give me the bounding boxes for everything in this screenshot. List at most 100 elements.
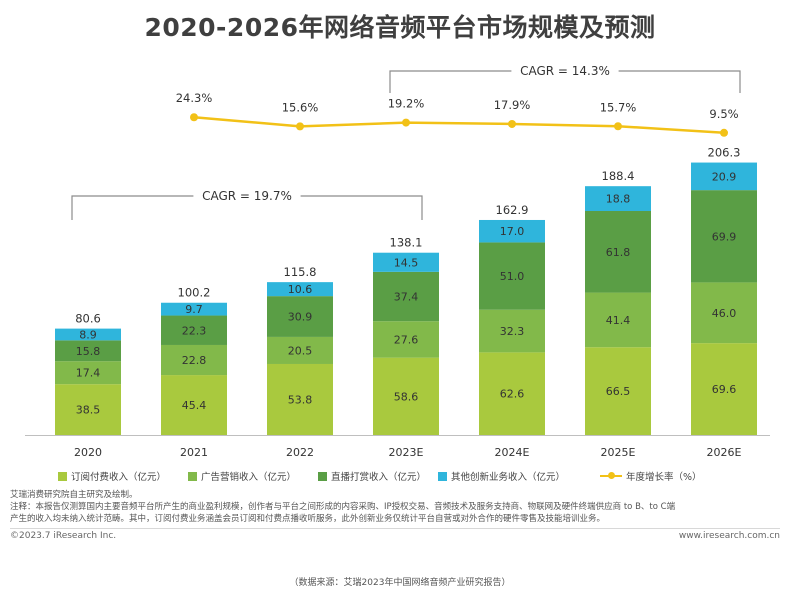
- bar-value-label: 58.6: [394, 390, 419, 403]
- cagr-label: CAGR = 14.3%: [520, 64, 610, 78]
- growth-rate-label: 17.9%: [494, 98, 531, 112]
- bar-value-label: 37.4: [394, 291, 419, 304]
- legend-item-livestream: 直播打赏收入（亿元）: [318, 468, 426, 484]
- legend-swatch-subscription: [58, 471, 67, 481]
- bar-segment-3: [585, 210, 651, 293]
- growth-rate-point: [190, 113, 198, 122]
- legend-item-subscription: 订阅付费收入（亿元）: [58, 468, 166, 484]
- x-tick-label: 2020: [74, 446, 102, 459]
- bar-value-label: 45.4: [182, 399, 207, 412]
- bar-value-label: 17.0: [500, 225, 525, 238]
- growth-rate-label: 9.5%: [709, 107, 738, 121]
- bar-segment-3: [373, 271, 439, 322]
- legend-item-growth-rate: 年度增长率（%）: [600, 468, 702, 484]
- growth-rate-point: [296, 122, 304, 131]
- bar-segment-3: [267, 296, 333, 337]
- bar-segment-4: [373, 252, 439, 272]
- growth-rate-label: 19.2%: [388, 97, 425, 111]
- bar-segment-1: [373, 357, 439, 435]
- bar-value-label: 61.8: [606, 246, 631, 259]
- bar-value-label: 32.3: [500, 325, 525, 338]
- bar-value-label: 38.5: [76, 404, 101, 417]
- bar-total-label: 162.9: [496, 203, 529, 217]
- legend-swatch-advertising: [188, 471, 197, 481]
- cagr-bracket-1: [71, 195, 423, 220]
- bar-segment-3: [161, 315, 227, 345]
- bar-segment-4: [267, 282, 333, 297]
- growth-rate-point: [614, 122, 622, 131]
- copyright: ©2023.7 iResearch Inc.: [10, 531, 117, 541]
- x-tick-label: 2022: [286, 446, 314, 459]
- x-tick-label: 2025E: [601, 446, 636, 459]
- growth-rate-label: 15.7%: [600, 100, 637, 114]
- stacked-bar-line-chart: 38.5 17.4 15.8 8.9 80.6 2020 45.4 22.8 22.3 9.7 10…: [25, 64, 770, 459]
- legend-label-livestream: 直播打赏收入（亿元）: [331, 472, 427, 483]
- bar-segment-2: [373, 321, 439, 358]
- bar-value-label: 9.7: [185, 303, 203, 316]
- bar-total-label: 206.3: [708, 146, 741, 160]
- bar-segment-4: [585, 186, 651, 211]
- chart-title: 2020-2026年网络音频平台市场规模及预测: [144, 13, 656, 42]
- bar-segment-2: [479, 309, 545, 353]
- notes: 艾瑞消费研究院自主研究及绘制。 注释：本报告仅测算国内主要音频平台所产生的商业盈…: [10, 489, 780, 525]
- legend-swatch-other: [438, 471, 447, 481]
- legend-label-growth-rate: 年度增长率（%）: [626, 472, 702, 483]
- growth-rate-label: 24.3%: [176, 91, 213, 105]
- bar-value-label: 62.6: [500, 388, 525, 401]
- bar-total-label: 100.2: [178, 286, 211, 300]
- growth-rate-point: [402, 118, 410, 127]
- bar-value-label: 30.9: [288, 311, 313, 324]
- website-link[interactable]: www.iresearch.com.cn: [678, 531, 780, 541]
- bar-segment-3: [691, 190, 757, 283]
- bar-value-label: 14.5: [394, 256, 419, 269]
- bar-total-label: 188.4: [602, 169, 635, 183]
- bar-segment-2: [691, 282, 757, 344]
- legend-label-other: 其他创新业务收入（亿元）: [451, 472, 566, 483]
- x-tick-label: 2024E: [495, 446, 530, 459]
- bar-value-label: 22.3: [182, 324, 207, 337]
- x-tick-label: 2023E: [389, 446, 424, 459]
- growth-rate-label: 15.6%: [282, 100, 319, 114]
- growth-rate-point: [508, 119, 516, 128]
- bar-segment-4: [691, 162, 757, 191]
- legend-item-advertising: 广告营销收入（亿元）: [188, 468, 296, 484]
- legend-label-subscription: 订阅付费收入（亿元）: [71, 472, 167, 483]
- growth-rate-point: [720, 128, 728, 137]
- bar-segment-1: [161, 375, 227, 435]
- note-line: 注释：本报告仅测算国内主要音频平台所产生的商业盈利规模，创作者与平台之间形成的内…: [10, 502, 676, 512]
- bar-total-label: 115.8: [284, 265, 317, 279]
- footer-divider: [10, 528, 780, 529]
- note-line: 产生的收入均未纳入统计范畴。其中，订阅付费业务涵盖会员订阅和付费点播收听服务，此…: [10, 514, 606, 524]
- bar-segment-1: [55, 384, 121, 435]
- cagr-bracket-2: [389, 70, 741, 93]
- x-tick-label: 2021: [180, 446, 208, 459]
- bar-value-label: 8.9: [79, 328, 97, 341]
- bar-segment-4: [55, 328, 121, 341]
- bar-value-label: 69.9: [712, 230, 737, 243]
- bar-segment-4: [479, 219, 545, 243]
- x-tick-label: 2026E: [707, 446, 742, 459]
- bar-value-label: 46.0: [712, 307, 737, 320]
- legend-item-other: 其他创新业务收入（亿元）: [438, 468, 565, 484]
- legend-swatch-livestream: [318, 471, 327, 481]
- bar-total-label: 80.6: [75, 312, 101, 326]
- bar-segment-1: [267, 363, 333, 435]
- bar-segment-3: [55, 340, 121, 362]
- bar-value-label: 20.5: [288, 344, 313, 357]
- cagr-label: CAGR = 19.7%: [202, 189, 292, 203]
- bar-segment-2: [267, 336, 333, 364]
- bar-value-label: 17.4: [76, 367, 101, 380]
- bar-segment-1: [691, 343, 757, 435]
- bar-value-label: 66.5: [606, 385, 631, 398]
- bar-segment-2: [585, 292, 651, 348]
- bar-segment-2: [55, 361, 121, 385]
- bar-segment-1: [585, 347, 651, 435]
- bar-segment-3: [479, 242, 545, 310]
- bar-value-label: 41.4: [606, 314, 631, 327]
- bar-value-label: 53.8: [288, 393, 313, 406]
- bar-total-label: 138.1: [390, 236, 423, 250]
- bar-segment-4: [161, 302, 227, 316]
- bar-value-label: 22.8: [182, 354, 207, 367]
- bar-value-label: 15.8: [76, 345, 101, 358]
- bar-value-label: 69.6: [712, 383, 737, 396]
